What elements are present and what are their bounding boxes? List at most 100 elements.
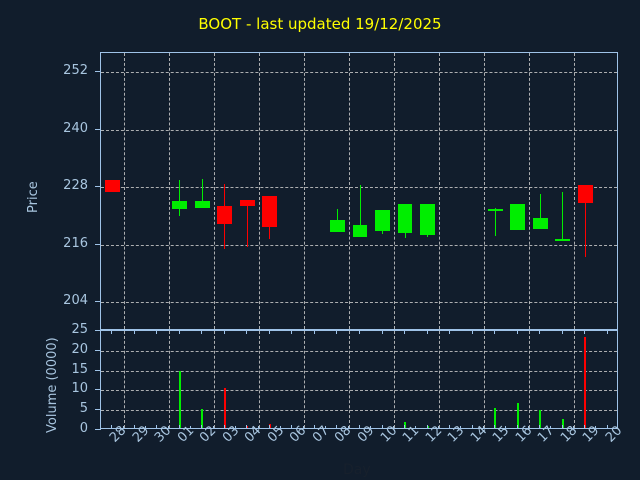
candle-wick	[201, 178, 203, 209]
day-tick-minor	[167, 426, 169, 429]
day-tick-mark-top	[246, 330, 248, 334]
day-tick-minor	[460, 426, 462, 429]
day-tick-mark	[156, 425, 158, 429]
candle-body	[487, 209, 503, 212]
volume-tick-mark	[95, 349, 101, 351]
price-tick-label: 228	[63, 178, 88, 194]
day-gridline	[438, 331, 440, 428]
day-tick-mark	[178, 425, 180, 429]
candle-body	[532, 218, 548, 230]
day-tick-mark-top	[133, 330, 135, 334]
volume-bar	[494, 407, 497, 428]
price-plot-area	[100, 52, 618, 330]
day-tick-minor	[527, 426, 529, 429]
day-tick-mark-top	[449, 330, 451, 334]
volume-plot-area	[100, 330, 618, 429]
day-gridline	[213, 331, 215, 428]
day-tick-minor	[415, 426, 417, 429]
day-tick-mark-top	[584, 330, 586, 334]
day-tick-minor	[347, 426, 349, 429]
price-gridline	[101, 302, 617, 304]
volume-bar	[201, 409, 204, 428]
volume-bar	[246, 426, 249, 428]
day-gridline	[528, 53, 530, 329]
candle-body	[352, 225, 368, 238]
volume-tick-label: 5	[79, 401, 88, 417]
volume-tick-label: 20	[71, 341, 88, 357]
volume-tick-label: 10	[71, 381, 88, 397]
day-tick-mark-top	[223, 330, 225, 334]
day-tick-mark	[223, 425, 225, 429]
day-gridline	[123, 53, 125, 329]
price-tick-label: 240	[63, 120, 88, 136]
candle-wick	[359, 184, 361, 238]
candle-wick	[562, 192, 564, 240]
day-tick-minor	[550, 426, 552, 429]
day-tick-mark	[404, 425, 406, 429]
candle-wick	[539, 194, 541, 230]
volume-bar	[268, 423, 271, 428]
volume-bar	[561, 418, 564, 428]
volume-bar	[404, 421, 407, 428]
candle-body	[510, 204, 526, 231]
volume-tick-label: 0	[79, 421, 88, 436]
candle-wick	[584, 184, 586, 257]
day-tick-minor	[325, 426, 327, 429]
candle-wick	[494, 208, 496, 236]
price-tick-label: 204	[63, 293, 88, 309]
candle-wick	[246, 200, 248, 248]
day-tick-mark-top	[539, 330, 541, 334]
price-tick-label: 216	[63, 235, 88, 251]
price-tick-mark	[95, 301, 101, 303]
day-gridline	[483, 331, 485, 428]
candle-body	[330, 219, 345, 233]
day-tick-minor	[595, 426, 597, 429]
candle-body	[104, 180, 120, 192]
day-tick-minor	[235, 426, 237, 429]
candle-wick	[179, 179, 181, 217]
day-tick-minor	[122, 426, 124, 429]
candle-body	[262, 195, 278, 228]
candle-body	[239, 200, 255, 207]
volume-tick-mark	[95, 330, 101, 331]
day-tick-minor	[190, 426, 192, 429]
day-gridline	[168, 331, 170, 428]
day-tick-minor	[280, 426, 282, 429]
day-tick-mark	[381, 425, 383, 429]
day-tick-mark	[111, 425, 113, 429]
day-tick-mark-top	[516, 330, 518, 334]
price-gridline	[101, 244, 617, 246]
candle-body	[420, 203, 435, 236]
price-tick-mark	[95, 186, 101, 188]
day-tick-mark-top	[313, 330, 315, 334]
day-gridline	[258, 331, 260, 428]
day-tick-mark	[584, 425, 586, 429]
day-tick-mark-top	[268, 330, 270, 334]
day-tick-mark-top	[156, 330, 158, 334]
day-gridline	[123, 331, 125, 428]
day-tick-mark	[539, 425, 541, 429]
volume-tick-mark	[95, 409, 101, 411]
day-gridline	[393, 331, 395, 428]
volume-bar	[426, 426, 429, 428]
day-gridline	[348, 53, 350, 329]
volume-bar	[516, 403, 519, 428]
day-gridline	[483, 53, 485, 329]
volume-tick-mark	[95, 429, 101, 430]
volume-tick-mark	[95, 369, 101, 371]
day-gridline	[258, 53, 260, 329]
day-tick-minor	[482, 426, 484, 429]
day-tick-mark-top	[336, 330, 338, 334]
day-tick-mark-top	[606, 330, 608, 334]
day-tick-mark-top	[201, 330, 203, 334]
day-gridline	[393, 53, 395, 329]
day-tick-mark	[246, 425, 248, 429]
volume-bar	[178, 370, 181, 428]
day-tick-mark	[268, 425, 270, 429]
day-tick-mark-top	[471, 330, 473, 334]
day-tick-mark-top	[291, 330, 293, 334]
day-gridline	[573, 331, 575, 428]
price-gridline	[101, 72, 617, 74]
day-tick-mark	[291, 425, 293, 429]
candle-body	[172, 201, 188, 210]
